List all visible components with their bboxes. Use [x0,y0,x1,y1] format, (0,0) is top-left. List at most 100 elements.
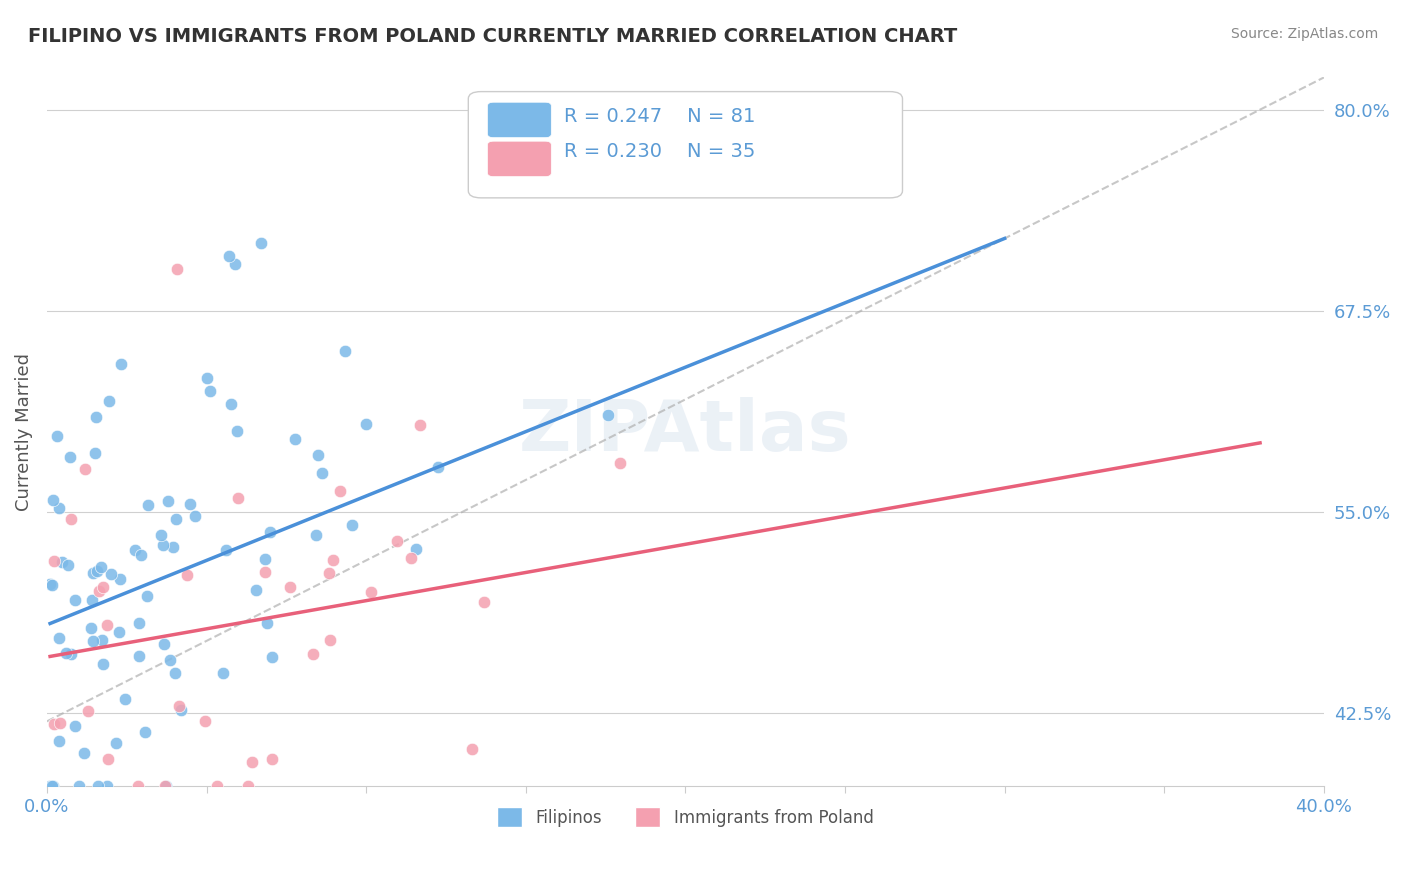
Point [360,585,382,599]
Point [183,509,205,524]
Point [134,725,156,739]
Point [195,371,218,385]
Text: R = 0.247    N = 81: R = 0.247 N = 81 [564,107,755,126]
Point [225,424,247,438]
Text: ZIPAtlas: ZIPAtlas [519,397,852,467]
FancyBboxPatch shape [488,141,551,177]
Point [49,715,72,730]
Point [128,649,150,664]
Point [46,429,69,443]
Point [387,533,409,548]
Point [135,589,157,603]
Point [167,699,190,714]
Text: FILIPINO VS IMMIGRANTS FROM POLAND CURRENTLY MARRIED CORRELATION CHART: FILIPINO VS IMMIGRANTS FROM POLAND CURRE… [28,27,957,45]
Point [245,582,267,597]
Point [242,756,264,770]
Point [200,384,222,398]
Point [215,542,238,557]
Text: Source: ZipAtlas.com: Source: ZipAtlas.com [1230,27,1378,41]
Point [89,584,111,599]
Point [262,752,284,766]
Point [73,746,96,760]
Point [427,460,450,475]
Point [114,691,136,706]
Point [39,577,62,591]
Point [80,593,103,607]
Point [249,236,271,251]
Point [262,650,284,665]
Point [91,632,114,647]
Point [129,548,152,562]
Point [51,555,73,569]
Point [342,517,364,532]
Point [166,262,188,277]
Point [596,408,619,422]
Point [128,615,150,630]
Point [124,543,146,558]
Point [80,621,103,635]
Point [302,647,325,661]
Point [41,578,63,592]
Point [39,779,62,793]
Point [284,432,307,446]
Y-axis label: Currently Married: Currently Married [15,352,32,510]
Point [159,653,181,667]
FancyBboxPatch shape [468,92,903,198]
Point [219,396,242,410]
Point [322,553,344,567]
Point [311,466,333,480]
Point [84,446,107,460]
Point [165,512,187,526]
Point [63,592,86,607]
Point [155,779,177,793]
Point [110,357,132,371]
Point [254,551,277,566]
Point [153,637,176,651]
Point [96,618,118,632]
Point [91,580,114,594]
Legend: Filipinos, Immigrants from Poland: Filipinos, Immigrants from Poland [491,800,880,834]
Point [127,779,149,793]
Point [108,572,131,586]
Point [91,657,114,671]
Point [205,779,228,793]
Point [149,528,172,542]
Point [472,595,495,609]
Point [253,565,276,579]
Point [176,568,198,582]
Point [104,736,127,750]
Point [41,493,63,508]
Point [100,567,122,582]
Point [409,417,432,432]
Point [318,566,340,581]
Point [155,779,177,793]
Point [48,632,70,646]
Point [609,456,631,470]
Point [461,741,484,756]
Point [218,249,240,263]
Point [55,646,77,660]
Point [48,501,70,516]
Point [90,559,112,574]
Point [165,666,187,681]
Point [67,779,90,793]
Point [212,666,235,681]
Point [318,632,340,647]
Point [354,417,377,432]
Point [304,528,326,542]
Point [162,541,184,555]
Point [278,580,301,594]
Point [82,566,104,580]
Point [77,704,100,718]
Point [42,717,65,731]
Point [42,779,65,793]
Text: R = 0.230    N = 35: R = 0.230 N = 35 [564,143,755,161]
Point [238,779,260,793]
Point [152,537,174,551]
Point [82,634,104,648]
Point [194,714,217,729]
Point [97,394,120,409]
Point [226,491,249,505]
Point [405,542,427,557]
Point [179,497,201,511]
